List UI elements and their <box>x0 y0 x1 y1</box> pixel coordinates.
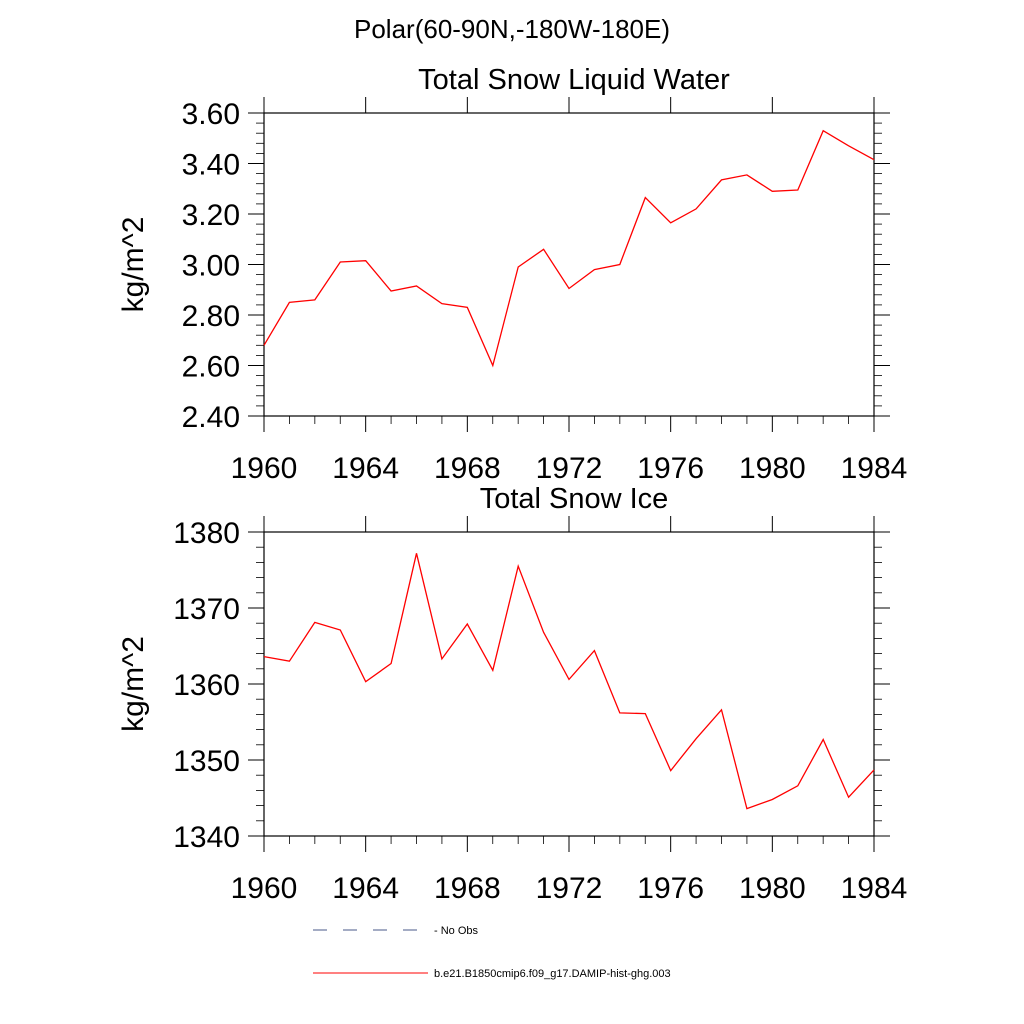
y-tick-label: 2.60 <box>182 351 240 384</box>
y-tick-label: 3.00 <box>182 250 240 283</box>
plot-frame <box>263 112 875 417</box>
y-axis-label: kg/m^2 <box>117 636 150 732</box>
y-tick-label: 3.60 <box>182 98 240 131</box>
x-tick-label: 1976 <box>637 872 704 905</box>
y-tick-label: 1370 <box>173 593 240 626</box>
y-tick-label: 1340 <box>173 821 240 854</box>
y-tick-label: 1380 <box>173 517 240 550</box>
figure-suptitle: Polar(60-90N,-180W-180E) <box>354 14 670 44</box>
chart-title: Total Snow Ice <box>480 483 669 515</box>
chart-panel-1: 1960 1964 1968 1972 1976 1980 1984 2.40 2.60 2.80… <box>117 64 907 485</box>
plot-frame <box>263 531 875 837</box>
x-tick-label: 1972 <box>536 872 603 905</box>
series-line <box>263 129 875 368</box>
x-tick-label: 1964 <box>332 872 399 905</box>
x-tick-label: 1960 <box>231 872 298 905</box>
x-tick-label: 1984 <box>841 872 908 905</box>
y-tick-label: 1360 <box>173 669 240 702</box>
x-tick-label: 1980 <box>739 452 806 485</box>
chart-title: Total Snow Liquid Water <box>418 64 730 96</box>
x-tick-label: 1976 <box>637 452 704 485</box>
y-tick-label: 1350 <box>173 745 240 778</box>
legend-label: - No Obs <box>434 925 479 937</box>
x-tick-label: 1964 <box>332 452 399 485</box>
x-tick-label: 1960 <box>231 452 298 485</box>
x-tick-label: 1968 <box>434 452 501 485</box>
legend: - No Obs b.e21.B1850cmip6.f09_g17.DAMIP-h… <box>313 925 671 980</box>
x-tick-label: 1972 <box>536 452 603 485</box>
y-tick-label: 2.80 <box>182 300 240 333</box>
y-tick-label: 3.20 <box>182 199 240 232</box>
legend-label: b.e21.B1850cmip6.f09_g17.DAMIP-hist-ghg.… <box>434 968 671 980</box>
chart-panel-2: 1960 1964 1968 1972 1976 1980 1984 1340 1350 1360… <box>117 483 907 905</box>
x-tick-label: 1984 <box>841 452 908 485</box>
x-tick-label: 1968 <box>434 872 501 905</box>
series-line <box>263 553 875 810</box>
y-tick-label: 2.40 <box>182 401 240 434</box>
y-axis-label: kg/m^2 <box>117 217 150 313</box>
x-tick-label: 1980 <box>739 872 806 905</box>
y-tick-label: 3.40 <box>182 149 240 182</box>
